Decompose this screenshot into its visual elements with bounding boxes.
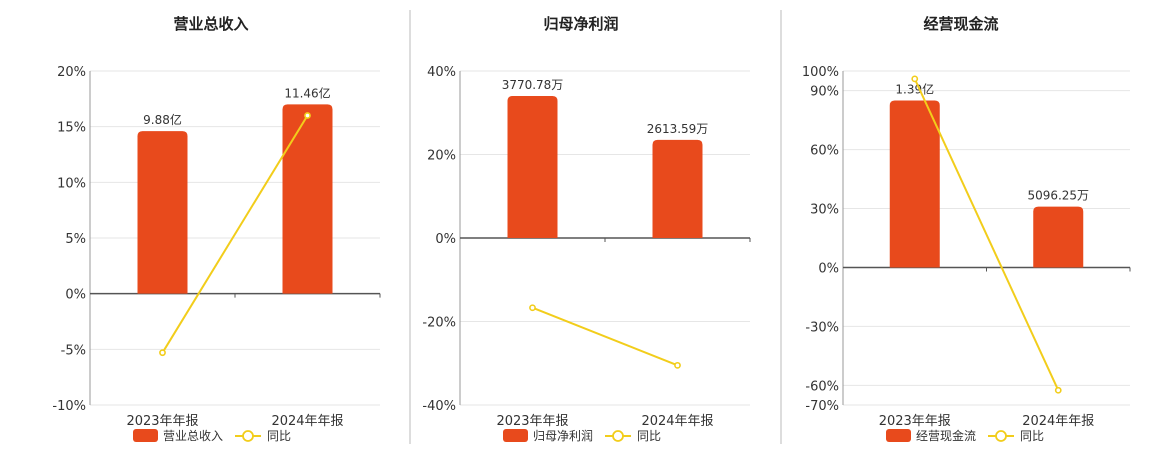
legend-bar-swatch bbox=[886, 429, 911, 442]
bar-1 bbox=[889, 100, 940, 268]
y-tick-label: 100% bbox=[802, 65, 839, 80]
bar-data-label: 2613.59万 bbox=[647, 122, 709, 136]
legend-line-marker bbox=[242, 430, 254, 442]
x-category-label: 2023年年报 bbox=[879, 414, 951, 429]
legend-bar-swatch bbox=[133, 429, 158, 442]
bar-2 bbox=[652, 139, 703, 238]
y-tick-label: -60% bbox=[805, 379, 839, 394]
chart-title: 经营现金流 bbox=[923, 15, 998, 33]
legend-bar-label: 归母净利润 bbox=[533, 429, 593, 443]
bar-1 bbox=[137, 131, 188, 294]
y-tick-label: 20% bbox=[427, 149, 456, 164]
y-tick-label: 90% bbox=[810, 85, 839, 100]
y-tick-label: 0% bbox=[818, 261, 839, 276]
legend-line-label: 同比 bbox=[1020, 429, 1044, 443]
y-tick-label: -70% bbox=[805, 399, 839, 414]
y-tick-label: 40% bbox=[427, 65, 456, 80]
yoy-point-2 bbox=[1054, 386, 1062, 394]
chart-panel-2: 归母净利润 40% 20% 0% -20% -40% 3770.78万 2613.59万 202… bbox=[422, 15, 751, 443]
legend-bar-label: 营业总收入 bbox=[163, 429, 223, 443]
bar-data-label: 11.46亿 bbox=[284, 85, 330, 100]
x-category-label: 2024年年报 bbox=[271, 414, 343, 429]
y-tick-label: 0% bbox=[65, 288, 86, 303]
y-tick-label: 15% bbox=[57, 121, 86, 136]
bar-2 bbox=[282, 104, 333, 294]
bar-data-label: 9.88亿 bbox=[143, 112, 182, 127]
yoy-point-2 bbox=[674, 361, 681, 369]
bar-2 bbox=[1033, 206, 1084, 268]
y-tick-label: 20% bbox=[57, 65, 86, 80]
legend-line-marker bbox=[995, 430, 1007, 442]
y-tick-label: -20% bbox=[422, 316, 456, 331]
y-tick-label: -30% bbox=[805, 320, 839, 335]
x-category-label: 2024年年报 bbox=[641, 414, 713, 429]
legend-line-marker bbox=[612, 430, 624, 442]
bar-data-label: 1.39亿 bbox=[895, 81, 934, 96]
legend-bar-swatch bbox=[503, 429, 528, 442]
legend-line-label: 同比 bbox=[267, 429, 291, 443]
chart-panel-1: 营业总收入 20% 15% 10% 5% 0% -5% -10% 9.88亿 11.46亿 2023… bbox=[52, 15, 381, 443]
yoy-point-1 bbox=[911, 75, 919, 83]
y-tick-label: 10% bbox=[57, 176, 86, 191]
bar-data-label: 5096.25万 bbox=[1027, 189, 1089, 203]
x-category-label: 2024年年报 bbox=[1022, 414, 1094, 429]
y-tick-label: 5% bbox=[65, 232, 86, 247]
yoy-point-2 bbox=[304, 112, 311, 119]
yoy-line bbox=[161, 115, 309, 354]
x-category-label: 2023年年报 bbox=[496, 414, 568, 429]
y-tick-label: 60% bbox=[810, 144, 839, 159]
yoy-point-1 bbox=[529, 304, 536, 312]
y-tick-label: 0% bbox=[435, 232, 456, 247]
y-tick-label: -5% bbox=[61, 343, 86, 358]
yoy-line bbox=[913, 78, 1060, 391]
bar-data-label: 3770.78万 bbox=[502, 78, 564, 92]
bar-1 bbox=[507, 96, 558, 238]
y-tick-label: 30% bbox=[810, 203, 839, 218]
y-tick-label: -10% bbox=[52, 399, 86, 414]
chart-panel-3: 经营现金流 100% 90% 60% 30% 0% -30% -60% -70% 1.39亿 509… bbox=[802, 15, 1131, 443]
legend-line-label: 同比 bbox=[637, 429, 661, 443]
legend-bar-label: 经营现金流 bbox=[916, 428, 976, 443]
chart-title: 营业总收入 bbox=[173, 15, 248, 33]
chart-title: 归母净利润 bbox=[543, 15, 618, 33]
y-tick-label: -40% bbox=[422, 399, 456, 414]
yoy-line bbox=[532, 306, 678, 367]
yoy-point-1 bbox=[159, 349, 166, 357]
x-category-label: 2023年年报 bbox=[126, 414, 198, 429]
